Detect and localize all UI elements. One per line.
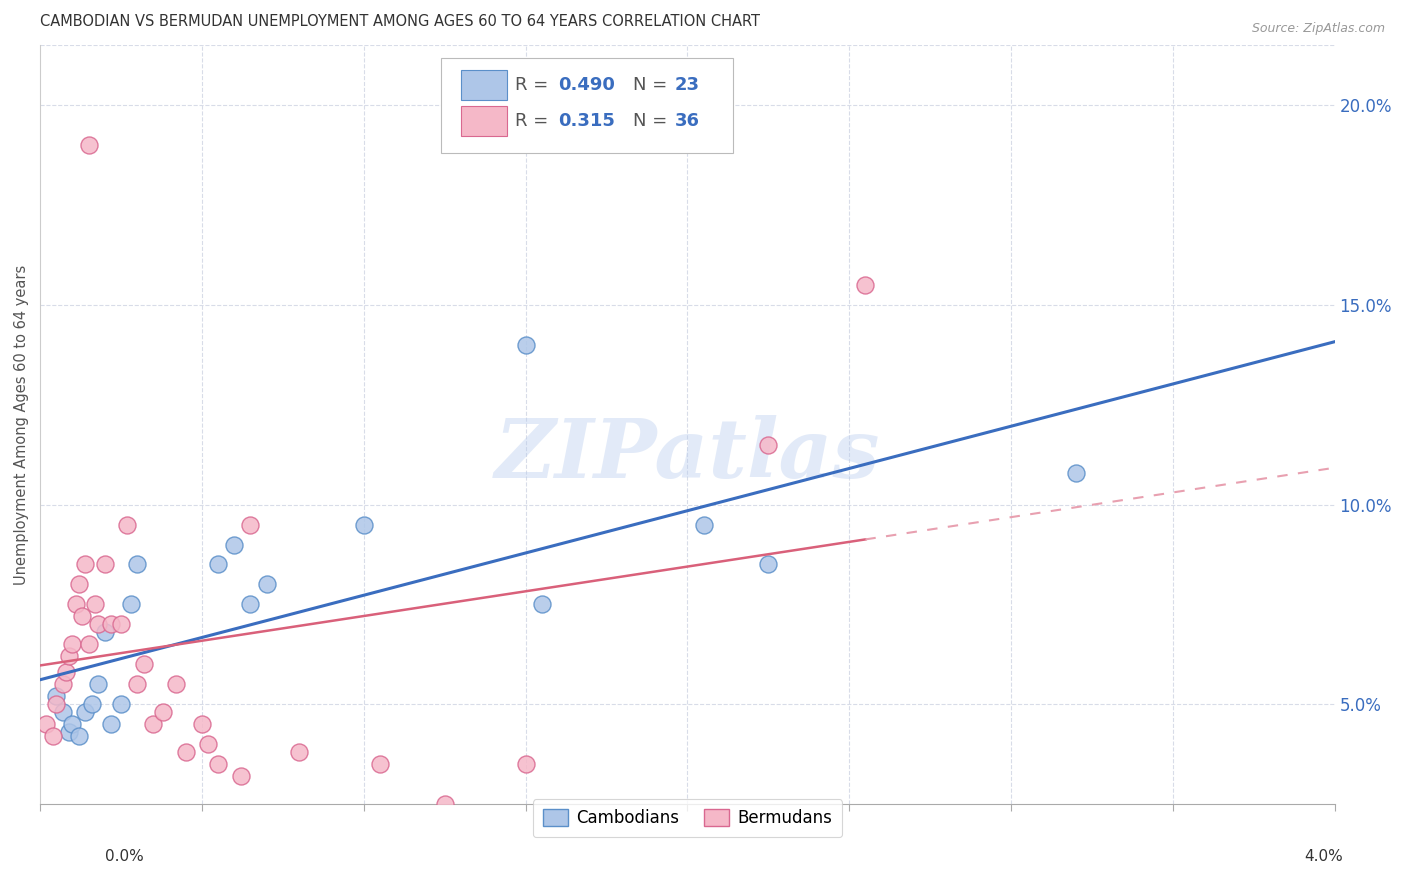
Text: Source: ZipAtlas.com: Source: ZipAtlas.com <box>1251 22 1385 36</box>
Point <box>84 598 107 612</box>
Point <box>197 737 219 751</box>
Text: R =: R = <box>515 76 554 94</box>
Point <box>256 577 278 591</box>
Point <box>174 745 197 759</box>
Text: 0.0%: 0.0% <box>105 849 145 863</box>
Point <box>100 717 122 731</box>
Text: 0.490: 0.490 <box>558 76 614 94</box>
Point <box>224 537 246 551</box>
Text: N =: N = <box>633 112 673 130</box>
Point <box>855 277 877 292</box>
Point <box>692 517 714 532</box>
Point <box>70 609 93 624</box>
Point <box>117 517 139 532</box>
Point <box>60 637 83 651</box>
Point <box>52 705 75 719</box>
Point <box>77 637 100 651</box>
Point <box>87 617 110 632</box>
Point <box>110 698 132 712</box>
FancyBboxPatch shape <box>461 106 508 136</box>
Point <box>353 517 375 532</box>
Point <box>45 690 67 704</box>
Point <box>80 698 103 712</box>
Point <box>75 558 97 572</box>
Point <box>55 665 77 680</box>
Point <box>100 617 122 632</box>
Text: ZIPatlas: ZIPatlas <box>495 415 880 495</box>
Point <box>132 657 155 672</box>
Text: 4.0%: 4.0% <box>1303 849 1343 863</box>
Point <box>229 769 252 783</box>
Point <box>60 717 83 731</box>
Point <box>433 797 456 811</box>
FancyBboxPatch shape <box>441 58 733 153</box>
Point <box>239 598 262 612</box>
Point <box>67 729 90 743</box>
Point <box>67 577 90 591</box>
Text: N =: N = <box>633 76 673 94</box>
Point <box>368 757 391 772</box>
Text: 23: 23 <box>675 76 699 94</box>
Text: 0.315: 0.315 <box>558 112 614 130</box>
Point <box>58 725 80 739</box>
Point <box>58 649 80 664</box>
Point <box>515 757 537 772</box>
Legend: Cambodians, Bermudans: Cambodians, Bermudans <box>533 799 842 838</box>
Point <box>756 558 779 572</box>
Point <box>42 729 65 743</box>
Point <box>239 517 262 532</box>
Point <box>93 558 115 572</box>
Point <box>127 558 149 572</box>
Point <box>165 677 187 691</box>
Point <box>515 338 537 352</box>
Point <box>207 558 229 572</box>
Point <box>142 717 165 731</box>
Point <box>191 717 214 731</box>
Text: 36: 36 <box>675 112 699 130</box>
Point <box>77 138 100 153</box>
Point <box>35 717 58 731</box>
Point <box>207 757 229 772</box>
Y-axis label: Unemployment Among Ages 60 to 64 years: Unemployment Among Ages 60 to 64 years <box>14 265 30 585</box>
Point <box>65 598 87 612</box>
Point <box>52 677 75 691</box>
Point <box>530 598 553 612</box>
Text: R =: R = <box>515 112 554 130</box>
Point <box>87 677 110 691</box>
Point <box>75 705 97 719</box>
Point <box>152 705 174 719</box>
Point <box>127 677 149 691</box>
Point <box>288 745 311 759</box>
Text: CAMBODIAN VS BERMUDAN UNEMPLOYMENT AMONG AGES 60 TO 64 YEARS CORRELATION CHART: CAMBODIAN VS BERMUDAN UNEMPLOYMENT AMONG… <box>39 14 761 29</box>
Point <box>45 698 67 712</box>
FancyBboxPatch shape <box>461 70 508 100</box>
Point <box>1064 466 1087 480</box>
Point <box>110 617 132 632</box>
Point <box>756 438 779 452</box>
Point <box>93 625 115 640</box>
Point <box>120 598 142 612</box>
